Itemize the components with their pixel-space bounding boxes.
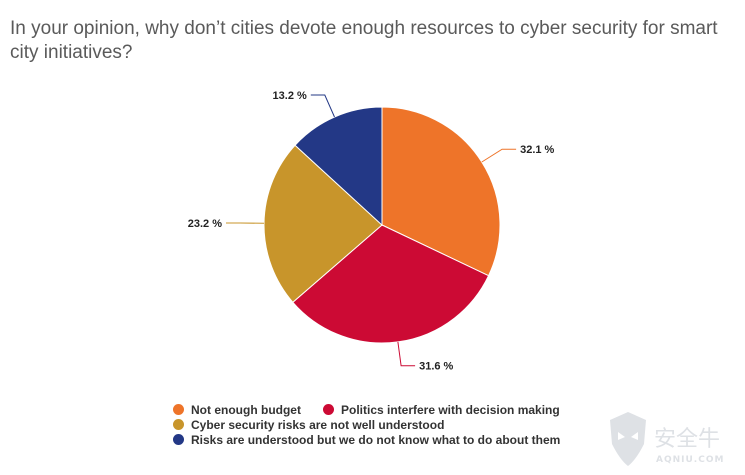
legend-item-not-enough-budget[interactable]: Not enough budget	[173, 403, 301, 417]
data-label-1: 31.6 %	[419, 361, 453, 373]
legend-label: Risks are understood but we do not know …	[191, 432, 561, 447]
leader-line-1	[397, 341, 416, 367]
legend-marker	[173, 434, 184, 445]
legend-label: Not enough budget	[191, 402, 301, 417]
pie-slice-0[interactable]	[381, 106, 501, 277]
shield-icon	[610, 412, 646, 466]
leader-line-0	[481, 148, 517, 163]
legend-item-politics[interactable]: Politics interfere with decision making	[322, 402, 560, 417]
watermark-subtext: AQNIU.COM	[656, 455, 724, 465]
leader-line-3	[310, 94, 335, 118]
data-label-3: 13.2 %	[273, 90, 307, 102]
data-label-2: 23.2 %	[188, 218, 222, 230]
pie-slice-2[interactable]	[263, 144, 383, 303]
chart-title: In your opinion, why don’t cities devote…	[10, 18, 718, 63]
pie-slice-3[interactable]	[294, 106, 383, 227]
legend-marker	[173, 404, 184, 415]
data-label-0: 32.1 %	[520, 144, 554, 156]
leader-lines	[226, 94, 517, 367]
legend-label: Politics interfere with decision making	[340, 402, 560, 417]
data-labels: 32.1 % 31.6 % 23.2 % 13.2 %	[188, 90, 555, 373]
legend-marker	[173, 419, 184, 430]
legend-marker	[322, 404, 334, 415]
legend-item-risks-not-understood[interactable]: Cyber security risks are not well unders…	[173, 418, 444, 432]
legend-item-risks-understood[interactable]: Risks are understood but we do not know …	[173, 433, 560, 447]
watermark-text: 安全牛	[654, 427, 720, 452]
legend-label: Cyber security risks are not well unders…	[191, 417, 445, 432]
legend: Not enough budget Politics interfere wit…	[173, 402, 633, 447]
pie-chart: 32.1 % 31.6 % 23.2 % 13.2 %	[188, 90, 555, 373]
watermark-logo: 安全牛 AQNIU.COM	[610, 412, 724, 466]
pie-slices	[263, 106, 501, 344]
